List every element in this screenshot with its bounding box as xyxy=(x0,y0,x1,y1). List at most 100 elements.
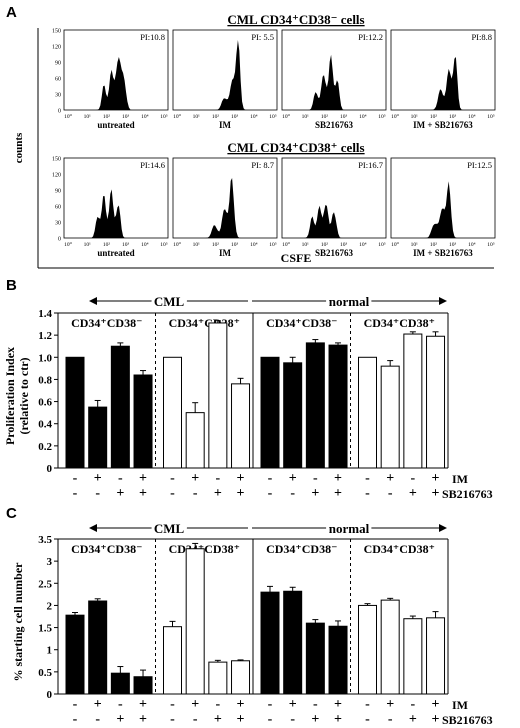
y-tick-label: 1.4 xyxy=(38,308,52,320)
histogram-condition-label: untreated xyxy=(97,120,134,130)
bar xyxy=(426,617,446,695)
panel-b: B CML normal Proliferation Index (relati… xyxy=(3,277,493,501)
im-treatment-sign: - xyxy=(268,471,273,486)
im-treatment-sign: + xyxy=(334,471,342,486)
histogram-fill xyxy=(284,205,384,238)
subgroup-label: CD34⁺CD38⁻ xyxy=(266,542,337,556)
histogram-pi-value: PI: 5.5 xyxy=(251,32,274,42)
histogram-xtick: 10¹ xyxy=(193,242,201,248)
panel-a: A CML CD34⁺CD38⁻ cells CML CD34⁺CD38⁺ ce… xyxy=(6,4,496,269)
im-treatment-sign: - xyxy=(313,697,318,712)
panel-a-row1-title: CML CD34⁺CD38⁻ cells xyxy=(227,12,364,27)
histogram-xtick: 10⁴ xyxy=(468,114,476,120)
histogram-xtick: 10⁴ xyxy=(141,114,149,120)
histogram-xtick: 10² xyxy=(212,114,220,120)
sb-treatment-sign: + xyxy=(334,712,342,727)
panel-a-ytick: 0 xyxy=(58,109,61,115)
panel-a-ytick: 0 xyxy=(58,237,61,243)
bar xyxy=(380,365,400,469)
histogram-xtick: 10¹ xyxy=(411,114,419,120)
histogram-xtick: 10³ xyxy=(340,114,348,120)
histogram-xtick: 10⁰ xyxy=(391,113,400,120)
histogram-xtick: 10¹ xyxy=(411,242,419,248)
bar xyxy=(65,614,85,695)
histogram-xtick: 10² xyxy=(321,242,329,248)
histogram-fill xyxy=(66,57,166,110)
subgroup-label: CD34⁺CD38⁻ xyxy=(71,316,142,330)
im-treatment-sign: - xyxy=(411,471,416,486)
histogram-condition-label: IM xyxy=(219,248,232,258)
histogram-xtick: 10³ xyxy=(231,242,239,248)
y-tick-label: 0.8 xyxy=(38,374,52,386)
histogram-xtick: 10¹ xyxy=(302,242,310,248)
bar xyxy=(208,661,228,695)
sb-treatment-sign: - xyxy=(95,486,100,501)
histogram-xtick: 10⁵ xyxy=(487,242,495,248)
histogram-xtick: 10⁰ xyxy=(391,241,400,248)
panel-a-row1: 150 120 90 60 30 0 PI:10.8 10⁰ 10¹ 10² 10³ 10⁴ 10⁵ un… xyxy=(52,29,496,130)
histogram-xtick: 10³ xyxy=(449,114,457,120)
histogram-xtick: 10⁰ xyxy=(282,241,291,248)
subgroup-label: CD34⁺CD38⁺ xyxy=(169,316,240,330)
histogram-xtick: 10⁴ xyxy=(141,242,149,248)
im-treatment-sign: - xyxy=(268,697,273,712)
bar xyxy=(403,618,423,695)
histogram-xtick: 10² xyxy=(430,242,438,248)
panel-b-ylabel-line2: (relative to ctr) xyxy=(17,357,31,434)
y-tick-label: 2.5 xyxy=(38,578,52,590)
panel-a-xlabel: CSFE xyxy=(281,251,312,265)
bar xyxy=(185,412,205,469)
histogram-pi-value: PI:10.8 xyxy=(140,32,165,42)
im-treatment-sign: + xyxy=(237,697,245,712)
im-row-label: IM xyxy=(452,698,468,712)
bar xyxy=(305,342,325,469)
sb-treatment-sign: + xyxy=(409,486,417,501)
histogram-xtick: 10⁵ xyxy=(269,114,277,120)
sb-treatment-sign: - xyxy=(193,712,198,727)
histogram-xtick: 10⁴ xyxy=(359,242,367,248)
histogram-pi-value: PI:16.7 xyxy=(358,160,383,170)
y-tick-label: 1.5 xyxy=(38,623,52,635)
y-tick-label: 1 xyxy=(47,645,53,657)
y-tick-label: 0.5 xyxy=(38,667,52,679)
sb-treatment-sign: + xyxy=(311,486,319,501)
bar xyxy=(88,406,108,469)
histogram-xtick: 10⁰ xyxy=(282,113,291,120)
im-treatment-sign: + xyxy=(191,471,199,486)
sb-treatment-sign: - xyxy=(73,486,78,501)
histogram-xtick: 10² xyxy=(430,114,438,120)
panel-a-label: A xyxy=(6,4,17,21)
sb-treatment-sign: + xyxy=(237,712,245,727)
histogram-condition-label: SB216763 xyxy=(315,120,354,130)
y-tick-label: 1.2 xyxy=(38,330,52,342)
panel-b-ylabel-line1: Proliferation Index xyxy=(3,347,17,445)
sb-treatment-sign: + xyxy=(311,712,319,727)
histogram-xtick: 10³ xyxy=(122,114,130,120)
histogram-xtick: 10² xyxy=(321,114,329,120)
histogram-condition-label: SB216763 xyxy=(315,248,354,258)
bar xyxy=(88,600,108,695)
bar xyxy=(305,622,325,695)
sb-treatment-sign: + xyxy=(334,486,342,501)
histogram-xtick: 10¹ xyxy=(302,114,310,120)
bar xyxy=(403,333,423,469)
im-treatment-sign: + xyxy=(289,697,297,712)
sb-treatment-sign: - xyxy=(365,712,370,727)
bar xyxy=(163,356,183,469)
y-tick-label: 2 xyxy=(47,600,53,612)
histogram-frame xyxy=(172,29,278,111)
im-treatment-sign: - xyxy=(216,471,221,486)
im-treatment-sign: + xyxy=(386,697,394,712)
subgroup-label: CD34⁺CD38⁺ xyxy=(364,542,435,556)
y-tick-label: 1.0 xyxy=(38,352,52,364)
histogram-2-3: PI:16.7 10⁰ 10¹ 10² 10³ 10⁴ 10⁵ SB216763 xyxy=(281,157,387,258)
histogram-xtick: 10² xyxy=(212,242,220,248)
im-treatment-sign: - xyxy=(118,471,123,486)
sb-treatment-sign: + xyxy=(139,712,147,727)
y-tick-label: 0 xyxy=(47,689,53,701)
panel-c-label: C xyxy=(6,505,17,522)
histogram-xtick: 10⁵ xyxy=(378,242,386,248)
bar xyxy=(328,625,348,695)
im-treatment-sign: + xyxy=(334,697,342,712)
im-treatment-sign: + xyxy=(237,471,245,486)
